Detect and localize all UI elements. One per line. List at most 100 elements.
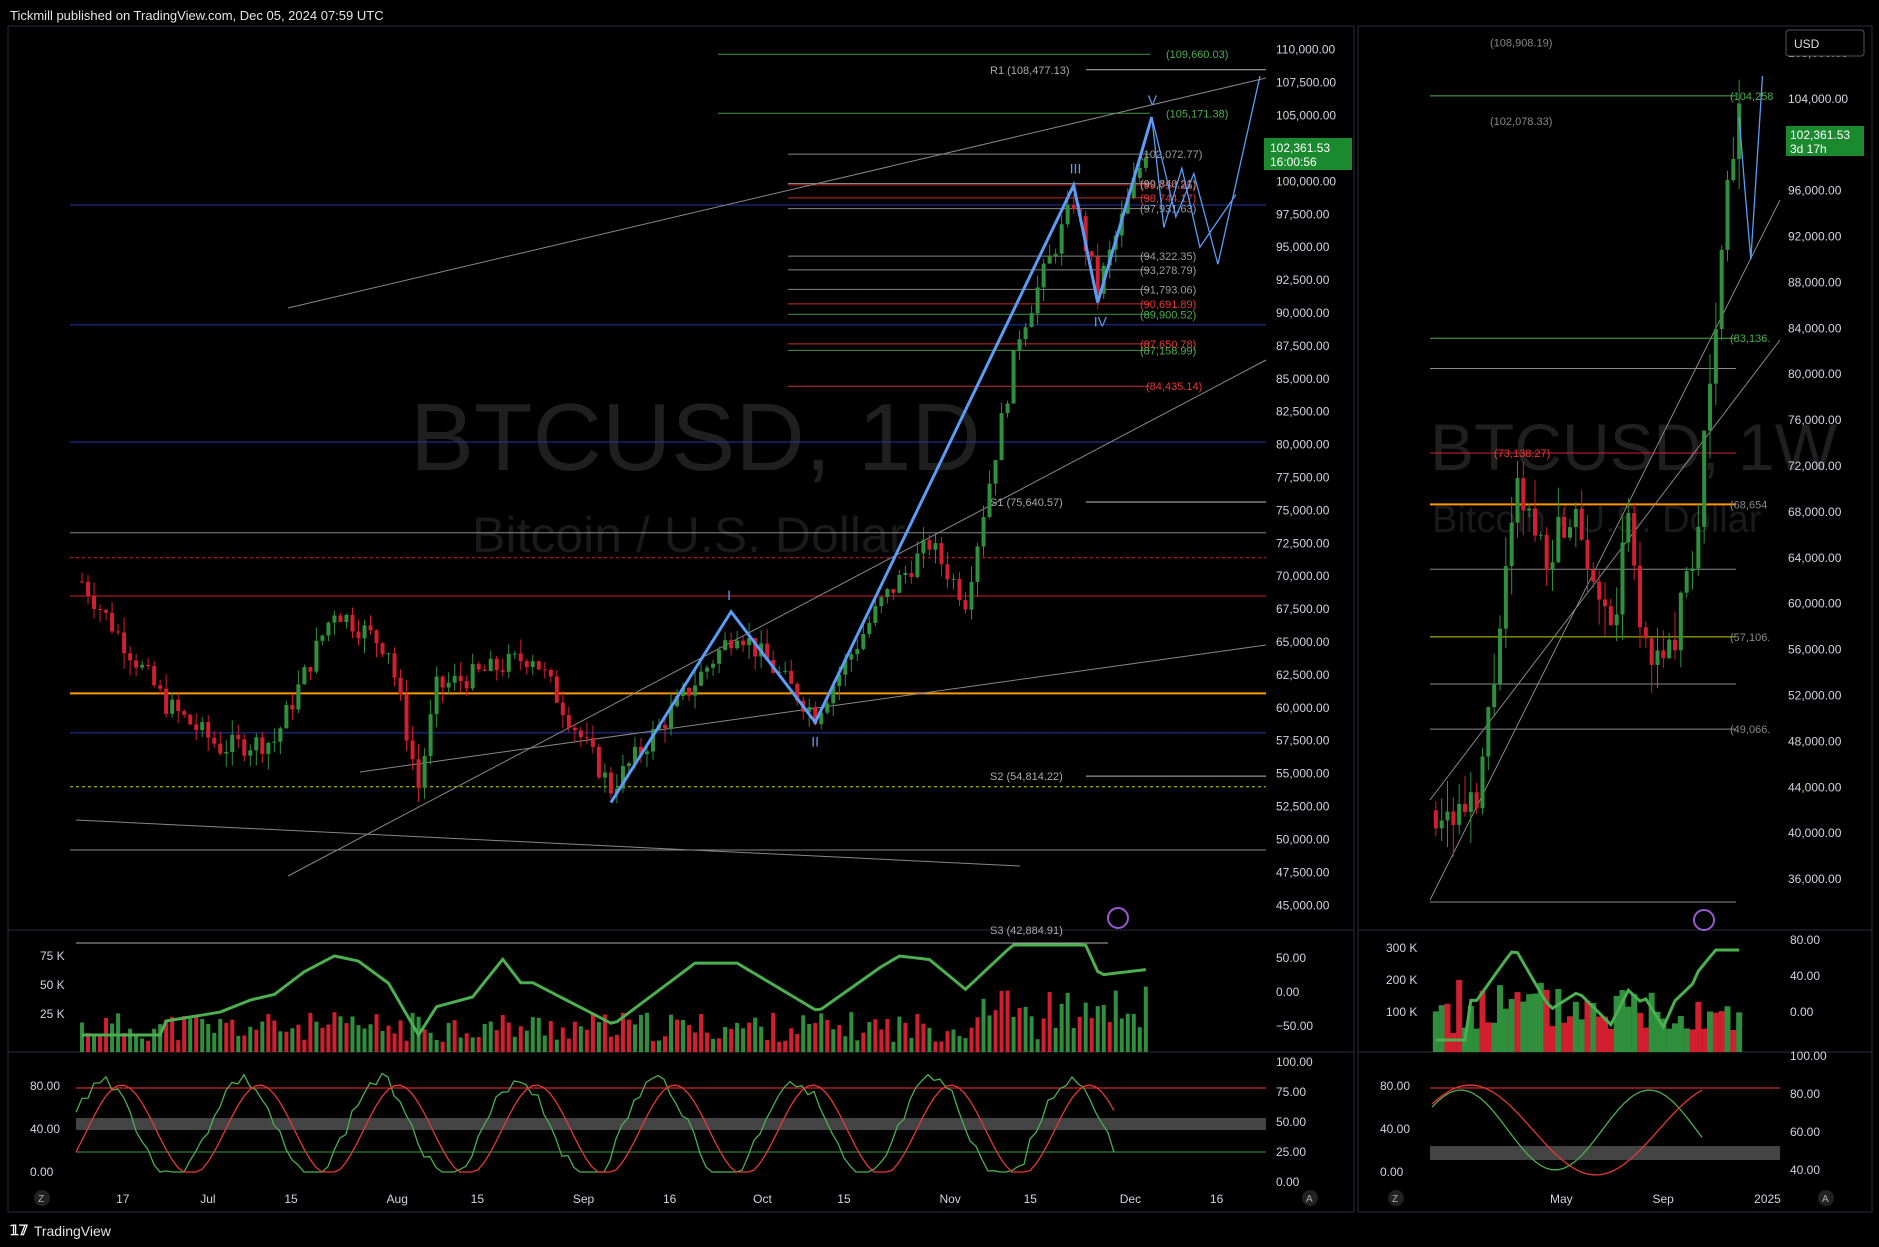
- zoom-icon: Z: [38, 1194, 44, 1205]
- daily-candle: [122, 632, 127, 654]
- volume-bar: [362, 1028, 367, 1052]
- volume-bar: [428, 1032, 433, 1052]
- daily-time-tick: Jul: [200, 1192, 215, 1206]
- daily-price-tick: 82,500.00: [1276, 405, 1330, 419]
- daily-time-tick: Dec: [1120, 1192, 1141, 1206]
- wave-label: V: [1148, 92, 1158, 108]
- volume-bar: [1059, 1003, 1064, 1052]
- daily-candle: [548, 669, 553, 677]
- volume-bar: [705, 1032, 710, 1052]
- weekly-volume-bar: [1491, 1022, 1498, 1052]
- volume-bar: [350, 1016, 355, 1052]
- lightning-event-icon[interactable]: [1107, 907, 1129, 929]
- fib-label: (90,691.89): [1140, 299, 1196, 311]
- volume-bar: [110, 1023, 115, 1052]
- auto-scale-button[interactable]: [1302, 1190, 1318, 1206]
- volume-bar: [176, 1040, 181, 1052]
- weekly-volume-bar: [1707, 1011, 1713, 1052]
- daily-candle: [813, 707, 818, 725]
- weekly-lightning-event-icon[interactable]: [1693, 909, 1715, 931]
- volume-bar: [735, 1022, 740, 1052]
- daily-stoch-axis: 80.00 40.00 0.00 100.00 75.00 50.00 25.00 0.00: [30, 1055, 1313, 1189]
- volume-bar: [777, 1041, 782, 1052]
- daily-candle: [981, 517, 986, 547]
- weekly-volume-bar: [1508, 999, 1515, 1052]
- volume-bar: [536, 1017, 541, 1052]
- volume-bar: [374, 1014, 379, 1052]
- volume-bar: [987, 1015, 992, 1052]
- volume-bar: [440, 1041, 445, 1052]
- daily-candle: [735, 640, 740, 649]
- volume-bar: [590, 1014, 595, 1052]
- weekly-volume-bar: [1613, 995, 1620, 1052]
- volume-bar: [632, 1024, 637, 1052]
- daily-candle: [110, 612, 115, 632]
- daily-candle: [650, 729, 655, 752]
- daily-candle: [542, 669, 547, 671]
- weekly-last-price-badge: 102,361.53 3d 17h: [1786, 126, 1864, 156]
- volume-bar: [999, 990, 1004, 1052]
- volume-bar: [278, 1031, 283, 1052]
- volume-bar: [975, 1017, 980, 1052]
- weekly-volume-tick: 200 K: [1386, 973, 1417, 987]
- daily-candle: [596, 746, 601, 778]
- daily-candle: [879, 597, 884, 607]
- volume-bar: [482, 1024, 487, 1052]
- daily-candle: [500, 670, 505, 672]
- volume-bar: [608, 1036, 613, 1052]
- zoom-reset-button[interactable]: [34, 1190, 50, 1206]
- volume-bar: [939, 1041, 944, 1052]
- volume-bar: [783, 1040, 788, 1052]
- volume-bar: [182, 1016, 187, 1052]
- weekly-panel-frame: [1357, 25, 1873, 1213]
- daily-candle: [398, 677, 403, 695]
- volume-bar: [921, 1023, 926, 1052]
- daily-candle: [867, 622, 872, 634]
- daily-candle: [494, 658, 499, 671]
- volume-bar: [572, 1021, 577, 1052]
- daily-candle: [1125, 197, 1130, 214]
- volume-bar: [554, 1039, 559, 1052]
- daily-candle: [224, 752, 229, 754]
- fib-label: (84,435.14): [1146, 381, 1202, 393]
- volume-bar: [945, 1031, 950, 1052]
- weekly-zoom-button[interactable]: [1388, 1190, 1404, 1206]
- weekly-volume-bar: [1438, 1005, 1445, 1052]
- daily-candle: [1041, 263, 1046, 288]
- weekly-level-label: (57,106.: [1730, 632, 1770, 644]
- daily-candle: [458, 675, 463, 682]
- volume-bar: [656, 1040, 661, 1052]
- fib-label: (89,900.52): [1140, 309, 1196, 321]
- stoch-right-tick: 25.00: [1276, 1145, 1306, 1159]
- tradingview-footer[interactable]: 𝟙𝟟 TradingView: [10, 1222, 111, 1239]
- weekly-auto-scale-button[interactable]: [1818, 1190, 1834, 1206]
- daily-candle: [939, 543, 944, 565]
- weekly-level-label: (83,136.: [1730, 333, 1770, 345]
- pivot-label: S1 (75,640.57): [990, 497, 1063, 509]
- volume-bar: [843, 1036, 848, 1052]
- volume-bar: [158, 1024, 163, 1052]
- volume-bar: [927, 1027, 932, 1052]
- weekly-volume-bar: [1625, 1006, 1632, 1052]
- daily-candle: [753, 637, 758, 657]
- daily-time-tick: 15: [837, 1192, 851, 1206]
- volume-bar: [855, 1040, 860, 1052]
- volume-tick: 75 K: [40, 949, 65, 963]
- volume-bar: [849, 1012, 854, 1052]
- weekly-volume-bar: [1637, 1012, 1643, 1052]
- daily-candle: [608, 772, 613, 794]
- volume-bar: [212, 1032, 217, 1052]
- daily-candle: [602, 772, 607, 778]
- volume-bar: [170, 1016, 175, 1052]
- last-price-box: [1264, 138, 1352, 170]
- weekly-volume-bar: [1450, 1032, 1457, 1052]
- daily-time-tick: 15: [1024, 1192, 1038, 1206]
- daily-candle: [320, 635, 325, 641]
- daily-candle: [765, 643, 770, 661]
- currency-button[interactable]: [1785, 29, 1865, 57]
- daily-candle: [152, 666, 157, 686]
- volume-bar: [308, 1012, 313, 1052]
- daily-price-tick: 100,000.00: [1276, 174, 1336, 188]
- fib-label: (109,660.03): [1166, 49, 1228, 61]
